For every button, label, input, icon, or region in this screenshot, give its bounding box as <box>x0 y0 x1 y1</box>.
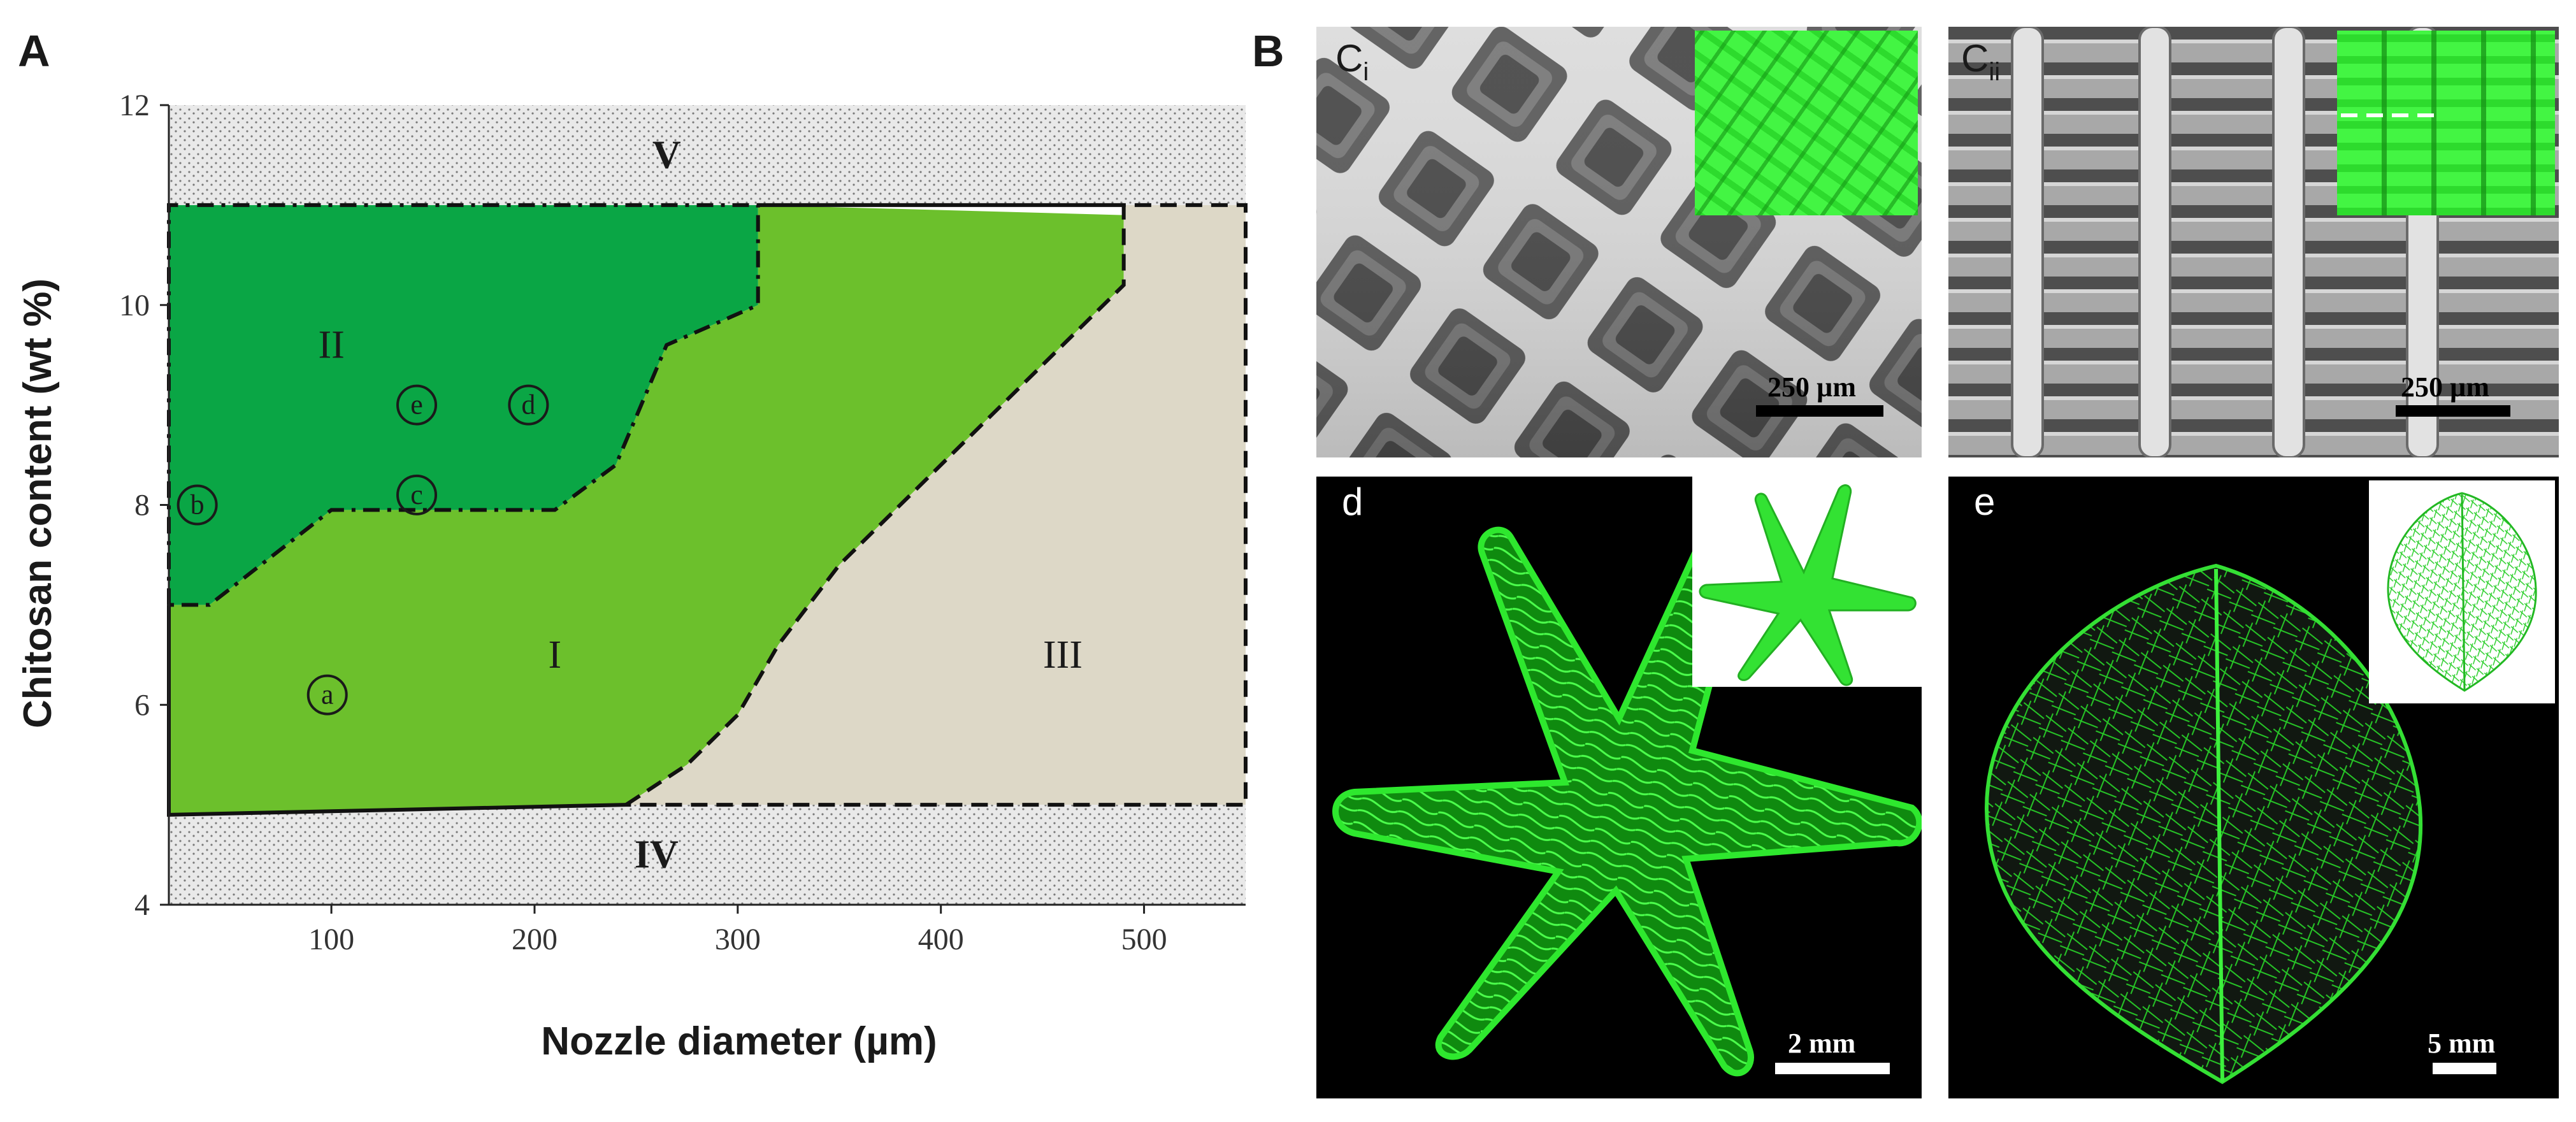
x-tick-label: 300 <box>715 923 761 956</box>
phase-regions <box>169 105 1246 905</box>
x-tick-label: 100 <box>308 923 354 956</box>
sample-points: a b c d e <box>176 384 549 716</box>
sample-point-circle <box>508 384 549 426</box>
ci-scale-bar <box>1756 405 1883 417</box>
boundary-region-iii <box>624 203 1248 807</box>
sample-point-e: e <box>396 384 438 426</box>
ci-label: Ci <box>1335 37 1369 86</box>
region-label-i: I <box>549 633 562 677</box>
x-tick-label: 500 <box>1121 923 1167 956</box>
region-label-iii: III <box>1043 633 1083 677</box>
sample-point-label: a <box>321 679 334 710</box>
region-label-iv: IV <box>635 833 679 877</box>
cii-scale-label: 250 µm <box>2401 371 2490 403</box>
boundary-region-ii <box>167 203 760 607</box>
region-iii <box>626 205 1246 805</box>
cii-inset-model <box>2337 31 2555 215</box>
sample-point-label: e <box>410 389 423 421</box>
y-axis-title: Chitosan content (wt %) <box>16 278 60 728</box>
sample-point-label: c <box>410 479 423 510</box>
ci-inset-model <box>1695 31 1918 215</box>
cii-label: Cii <box>1961 37 2000 86</box>
y-tick-label: 10 <box>119 289 150 322</box>
x-tick-label: 400 <box>918 923 964 956</box>
region-i <box>169 205 1124 815</box>
sample-point-circle <box>396 474 438 515</box>
sample-point-c: c <box>396 474 438 515</box>
sample-point-circle <box>396 384 438 426</box>
panel-a-letter: A <box>18 26 50 76</box>
ci-scale-label: 250 µm <box>1767 371 1857 403</box>
x-axis-title: Nozzle diameter (µm) <box>541 1019 937 1063</box>
y-tick-label: 6 <box>134 688 150 722</box>
fluorescence-image-d: d 2 mm <box>1316 477 1922 1098</box>
panel-b-letter: B <box>1252 26 1284 76</box>
region-ii <box>169 205 758 605</box>
cii-scale-bar <box>2396 405 2510 417</box>
starfish-model-icon <box>1699 484 1917 686</box>
y-tick-label: 4 <box>134 888 150 922</box>
e-scale-label: 5 mm <box>2428 1028 2496 1059</box>
region-label-v: V <box>652 133 681 176</box>
y-tick-label: 12 <box>119 89 150 122</box>
region-v <box>169 105 1246 205</box>
sample-point-a: a <box>306 674 348 716</box>
d-inset-model <box>1692 477 1922 687</box>
sample-point-b: b <box>176 484 218 526</box>
region-iv <box>169 805 1246 905</box>
sem-image-cii: Cii 250 µm <box>1948 27 2559 457</box>
d-scale-label: 2 mm <box>1788 1028 1856 1059</box>
leaf-scaffold <box>1984 563 2423 1084</box>
sample-point-circle <box>176 484 218 526</box>
sample-point-circle <box>306 674 348 716</box>
y-tick-label: 8 <box>134 489 150 522</box>
starfish-scaffold <box>1332 480 1922 1077</box>
sem-image-ci: Ci 250 µm <box>1316 27 1922 457</box>
e-scale-bar <box>2433 1063 2496 1074</box>
d-label: d <box>1342 480 1363 523</box>
chart-axes: 100 200 300 400 500 4 6 8 10 12 <box>119 89 1246 956</box>
d-scale-bar <box>1775 1063 1890 1074</box>
region-label-ii: II <box>318 324 344 367</box>
fluorescence-image-e: e 5 mm <box>1948 477 2559 1098</box>
x-tick-label: 200 <box>512 923 558 956</box>
e-label: e <box>1974 480 1995 523</box>
sample-point-label: d <box>521 389 535 421</box>
e-inset-model <box>2369 480 2555 703</box>
sample-point-d: d <box>508 384 549 426</box>
sample-point-label: b <box>191 489 205 521</box>
